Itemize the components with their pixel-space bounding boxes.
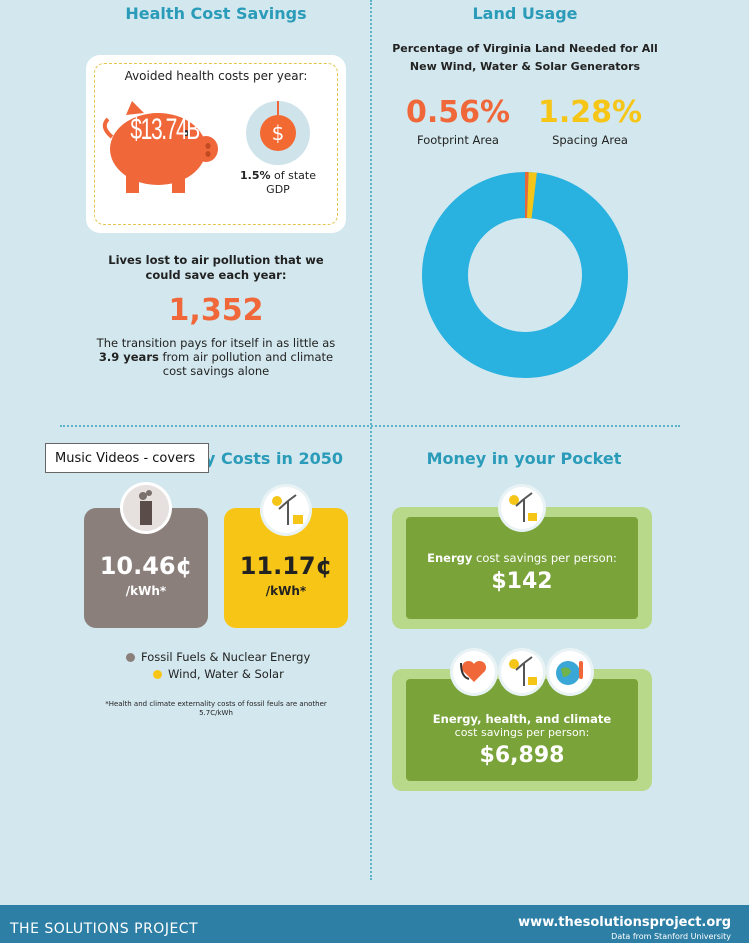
renewables-combo-icon — [501, 651, 543, 693]
wws-cost-card: 11.17¢ /kWh* — [224, 508, 348, 628]
health-savings-card: Avoided health costs per year: $13.74B $… — [86, 55, 346, 233]
fossil-cost-unit: /kWh* — [125, 584, 167, 598]
land-subtitle: Percentage of Virginia Land Needed for A… — [392, 42, 658, 73]
fossil-legend-label: Fossil Fuels & Nuclear Energy — [141, 650, 311, 664]
externality-footnote: *Health and climate externality costs of… — [105, 700, 327, 717]
combined-savings-label1: Energy, health, and climate — [432, 712, 612, 726]
health-card-border — [94, 63, 338, 225]
gdp-percentage-text: 1.5% of state GDP — [240, 169, 316, 196]
footprint-label: Footprint Area — [417, 133, 499, 147]
energy-savings-ticket: Energy cost savings per person: $142 — [392, 507, 652, 629]
wws-cost-unit: /kWh* — [265, 584, 307, 598]
combined-savings-amount: $6,898 — [479, 743, 565, 768]
footer-source: Data from Stanford University — [611, 932, 731, 941]
wws-cost-value: 11.17¢ — [239, 552, 333, 580]
factory-icon — [123, 485, 169, 531]
fossil-cost-value: 10.46¢ — [99, 552, 193, 580]
donut-remaining-area — [422, 172, 628, 378]
hover-tooltip: Music Videos - covers — [45, 443, 209, 473]
combined-savings-face: Energy, health, and climate cost savings… — [406, 679, 638, 781]
wws-legend-label: Wind, Water & Solar — [168, 667, 284, 681]
footer-logo[interactable]: THE SOLUTIONS PROJECT — [10, 921, 199, 937]
transition-payback-text: The transition pays for itself in as lit… — [96, 336, 336, 378]
money-section-title: Money in your Pocket — [426, 449, 622, 468]
health-heart-icon — [453, 651, 495, 693]
footprint-percentage: 0.56% — [405, 95, 511, 130]
globe-climate-icon — [549, 651, 591, 693]
land-section-title: Land Usage — [472, 4, 578, 23]
energy-savings-face: Energy cost savings per person: $142 — [406, 517, 638, 619]
legend-wws: Wind, Water & Solar — [153, 667, 284, 681]
vertical-divider — [370, 0, 372, 880]
spacing-label: Spacing Area — [552, 133, 628, 147]
lives-lost-number: 1,352 — [168, 293, 264, 328]
footer-url-link[interactable]: www.thesolutionsproject.org — [518, 915, 731, 930]
land-usage-donut-chart — [422, 172, 628, 378]
horizontal-divider — [60, 425, 680, 427]
fossil-cost-card: 10.46¢ /kWh* — [84, 508, 208, 628]
combined-savings-ticket: Energy, health, and climate cost savings… — [392, 669, 652, 791]
legend-fossil: Fossil Fuels & Nuclear Energy — [126, 650, 310, 664]
energy-savings-amount: $142 — [491, 569, 553, 594]
avoided-costs-amount: $13.74B — [130, 113, 200, 146]
energy-savings-label: Energy cost savings per person: — [427, 551, 617, 565]
energy-costs-title: y Costs in 2050 — [205, 449, 343, 468]
lives-lost-heading: Lives lost to air pollution that we coul… — [108, 253, 324, 282]
piggy-bank-icon — [102, 101, 218, 193]
footer-bar: THE SOLUTIONS PROJECT www.thesolutionspr… — [0, 905, 749, 943]
fossil-legend-dot — [126, 652, 135, 662]
dollar-coin-icon: $ — [260, 115, 296, 151]
avoided-costs-label: Avoided health costs per year: — [124, 69, 308, 83]
renewables-icon — [263, 487, 309, 533]
gdp-badge: $ — [246, 101, 310, 165]
combined-savings-label2: cost savings per person: — [454, 726, 590, 739]
donut-footprint-segment — [422, 172, 628, 378]
wws-legend-dot — [153, 669, 162, 679]
health-section-title: Health Cost Savings — [125, 4, 307, 23]
spacing-percentage: 1.28% — [537, 95, 643, 130]
renewables-money-icon — [501, 487, 543, 529]
